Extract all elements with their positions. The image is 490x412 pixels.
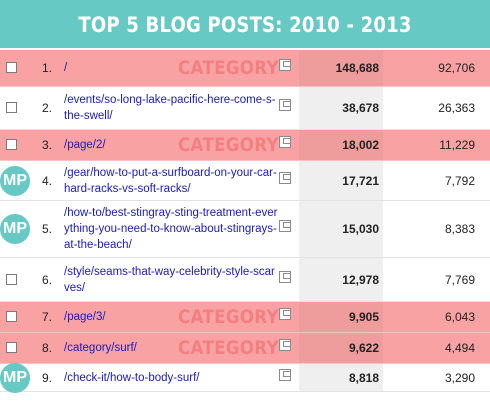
sessions-column-cell <box>299 50 383 86</box>
sessions-value: 18,002 <box>342 138 379 152</box>
sessions-value: 15,030 <box>342 222 379 236</box>
sessions-value: 9,622 <box>348 341 379 355</box>
page-link[interactable]: /how-to/best-stingray-sting-treatment-ev… <box>64 207 278 251</box>
sessions-column-cell <box>299 333 383 363</box>
external-link-icon[interactable] <box>279 220 291 232</box>
users-value: 3,290 <box>444 370 475 385</box>
users-value: 7,792 <box>444 173 475 188</box>
sessions-column-cell <box>299 130 383 160</box>
sessions-value: 8,818 <box>348 370 379 385</box>
sessions-column-cell <box>299 364 383 391</box>
row-number: 7. <box>41 310 52 324</box>
external-link-icon[interactable] <box>279 339 291 351</box>
page-link[interactable]: /page/3/ <box>64 311 106 323</box>
table-row: 1. / CATEGORY 148,688 92,706 <box>0 50 490 87</box>
sessions-column-cell <box>299 161 383 200</box>
row-number: 3. <box>41 138 52 152</box>
external-link-icon[interactable] <box>279 171 291 184</box>
sessions-value: 12,978 <box>342 272 379 287</box>
table-row: MP 9. /check-it/how-to-body-surf/ 8,818 … <box>0 362 490 393</box>
row-checkbox[interactable] <box>6 311 17 322</box>
external-link-icon[interactable] <box>279 59 291 71</box>
row-number: 2. <box>41 101 52 115</box>
users-value: 7,769 <box>444 272 475 287</box>
external-link-icon[interactable] <box>279 99 291 111</box>
table-row: 6. /style/seams-that-way-celebrity-style… <box>0 258 490 302</box>
row-checkbox[interactable] <box>6 139 17 150</box>
users-value: 6,043 <box>444 310 475 324</box>
mp-badge: MP <box>0 214 30 244</box>
row-checkbox[interactable] <box>6 62 17 73</box>
sessions-value: 9,905 <box>348 310 379 324</box>
users-value: 4,494 <box>444 341 475 355</box>
page-link[interactable]: /page/2/ <box>64 139 106 151</box>
row-checkbox[interactable] <box>6 342 17 353</box>
row-number: 6. <box>41 272 52 287</box>
table-row: MP 4. /gear/how-to-put-a-surfboard-on-yo… <box>0 161 490 201</box>
table-row: MP 5. /how-to/best-stingray-sting-treatm… <box>0 201 490 258</box>
users-value: 8,383 <box>444 222 475 236</box>
sessions-column-cell <box>299 258 383 301</box>
sessions-value: 17,721 <box>342 173 379 188</box>
sessions-value: 148,688 <box>335 61 379 75</box>
sessions-column-cell <box>299 87 383 129</box>
row-checkbox[interactable] <box>6 102 17 113</box>
page-link[interactable]: /events/so-long-lake-pacific-here-come-s… <box>64 94 276 122</box>
mp-badge: MP <box>0 362 30 393</box>
sessions-column-cell <box>299 201 383 257</box>
page-link[interactable]: /category/surf/ <box>64 342 137 354</box>
sessions-value: 38,678 <box>342 101 379 115</box>
table-row: 2. /events/so-long-lake-pacific-here-com… <box>0 87 490 130</box>
external-link-icon[interactable] <box>279 270 291 283</box>
row-number: 1. <box>41 61 52 75</box>
page-title: TOP 5 BLOG POSTS: 2010 - 2013 <box>78 13 412 37</box>
users-value: 26,363 <box>438 101 475 115</box>
page-link[interactable]: /check-it/how-to-body-surf/ <box>64 371 200 384</box>
external-link-icon[interactable] <box>279 136 291 148</box>
page-link[interactable]: /style/seams-that-way-celebrity-style-sc… <box>64 265 275 294</box>
header-banner: TOP 5 BLOG POSTS: 2010 - 2013 <box>0 0 490 48</box>
page-link[interactable]: /gear/how-to-put-a-surfboard-on-your-car… <box>64 166 277 195</box>
top-pages-table: 1. / CATEGORY 148,688 92,706 2. /events/… <box>0 50 490 393</box>
table-row: 3. /page/2/ CATEGORY 18,002 11,229 <box>0 130 490 161</box>
row-number: 5. <box>41 222 52 236</box>
table-row: 7. /page/3/ CATEGORY 9,905 6,043 <box>0 302 490 333</box>
sessions-column-cell <box>299 302 383 332</box>
page-link[interactable]: / <box>64 62 68 74</box>
row-number: 8. <box>41 341 52 355</box>
row-number: 9. <box>41 370 52 385</box>
table-row: 8. /category/surf/ CATEGORY 9,622 4,494 <box>0 333 490 364</box>
row-checkbox[interactable] <box>6 273 17 285</box>
users-value: 92,706 <box>438 61 475 75</box>
external-link-icon[interactable] <box>279 368 291 381</box>
external-link-icon[interactable] <box>279 308 291 320</box>
row-number: 4. <box>41 173 52 188</box>
mp-badge: MP <box>0 165 30 196</box>
users-value: 11,229 <box>439 138 475 152</box>
